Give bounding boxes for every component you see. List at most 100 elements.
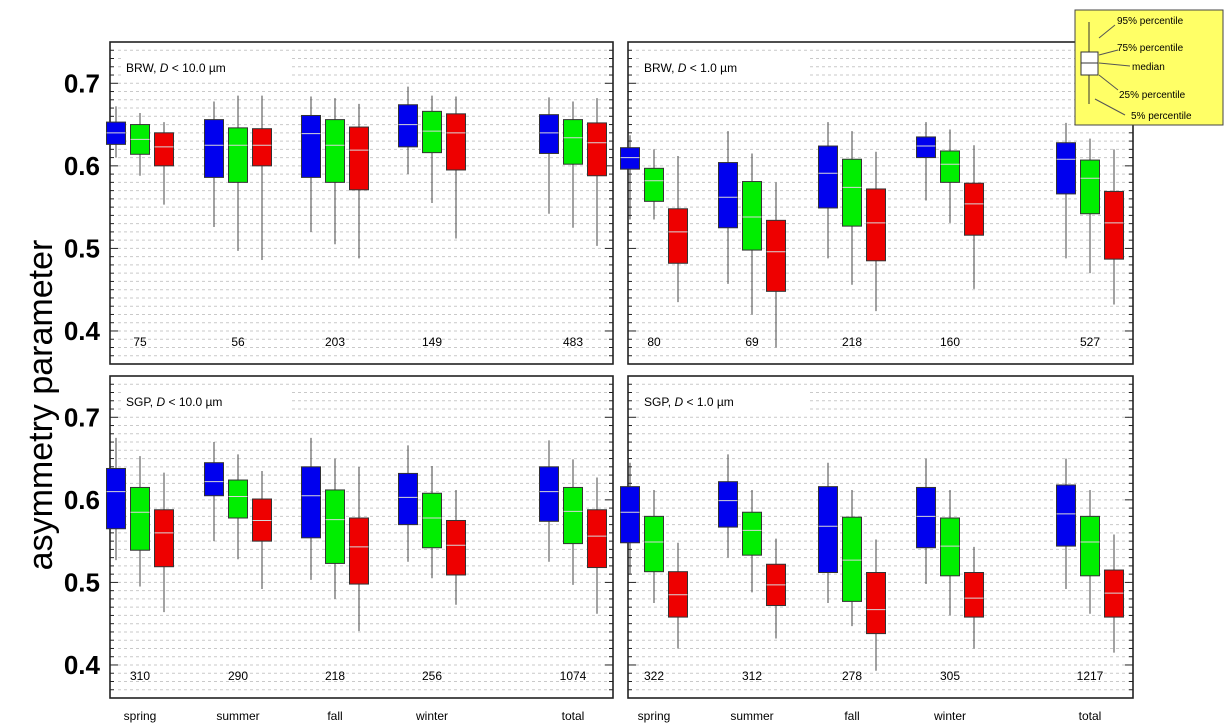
box-body bbox=[587, 122, 607, 177]
box-body bbox=[1056, 484, 1076, 547]
x-tick-label: spring bbox=[124, 709, 157, 723]
box-body bbox=[742, 511, 762, 556]
y-tick-label: 0.4 bbox=[64, 316, 101, 346]
box bbox=[1104, 149, 1124, 305]
box-body bbox=[446, 519, 466, 576]
y-tick-labels: 0.4 0.5 0.6 0.7 0.4 0.5 0.6 0.7 bbox=[64, 68, 101, 680]
box bbox=[668, 542, 688, 649]
box bbox=[539, 97, 559, 214]
panel-frame bbox=[627, 41, 1134, 365]
box-body bbox=[818, 486, 838, 574]
box bbox=[668, 155, 688, 303]
box-body bbox=[766, 219, 786, 292]
box bbox=[422, 95, 442, 203]
legend-leader bbox=[1094, 98, 1126, 116]
count-label: 160 bbox=[940, 335, 960, 349]
x-tick-label: summer bbox=[216, 709, 259, 723]
count-label: 69 bbox=[745, 335, 759, 349]
box-body bbox=[818, 145, 838, 209]
count-label: 305 bbox=[940, 669, 960, 683]
box bbox=[1104, 534, 1124, 653]
x-tick-label: winter bbox=[415, 709, 448, 723]
box bbox=[1056, 458, 1076, 590]
box bbox=[228, 95, 248, 251]
box bbox=[620, 135, 640, 220]
panel-frame bbox=[109, 41, 614, 365]
box bbox=[398, 445, 418, 562]
box bbox=[940, 129, 960, 223]
count-label: 312 bbox=[742, 669, 762, 683]
box bbox=[742, 489, 762, 593]
count-label: 322 bbox=[644, 669, 664, 683]
legend: 95% percentile 75% percentile median 25% pe… bbox=[1074, 9, 1224, 126]
x-tick-labels: spring summer fall winter total spring summer f… bbox=[124, 709, 1102, 723]
y-tick-label: 0.7 bbox=[64, 68, 100, 98]
box bbox=[842, 489, 862, 627]
legend-box bbox=[1074, 9, 1224, 126]
y-tick-label: 0.6 bbox=[64, 151, 100, 181]
legend-leader bbox=[1098, 62, 1131, 67]
panel: SGP, D < 10.0 µm 310 290 218 256 1074 bbox=[106, 375, 614, 699]
box-body bbox=[301, 466, 321, 539]
box-body bbox=[130, 486, 150, 551]
x-tick-label: total bbox=[1079, 709, 1102, 723]
panel-label: SGP, D < 10.0 µm bbox=[126, 395, 222, 409]
count-label: 218 bbox=[325, 669, 345, 683]
panel-label-bg bbox=[122, 390, 290, 412]
box-body bbox=[301, 114, 321, 178]
box bbox=[539, 440, 559, 562]
box-body bbox=[563, 486, 583, 545]
box-body bbox=[742, 181, 762, 251]
box-body bbox=[916, 136, 936, 159]
box-body bbox=[106, 467, 126, 530]
box-body bbox=[668, 208, 688, 264]
box-body bbox=[349, 126, 369, 191]
box bbox=[446, 96, 466, 239]
box bbox=[446, 489, 466, 605]
y-tick-label: 0.5 bbox=[64, 567, 100, 597]
box-body bbox=[842, 158, 862, 227]
box bbox=[818, 462, 838, 604]
box bbox=[204, 442, 224, 542]
x-tick-label: summer bbox=[730, 709, 773, 723]
box bbox=[940, 489, 960, 616]
box-body bbox=[204, 119, 224, 178]
box bbox=[818, 122, 838, 259]
box bbox=[563, 101, 583, 228]
legend-label: 95% percentile bbox=[1117, 16, 1184, 27]
box-body bbox=[398, 472, 418, 526]
box bbox=[866, 539, 886, 671]
count-label: 310 bbox=[130, 669, 150, 683]
box-body bbox=[964, 572, 984, 618]
legend-label: 5% percentile bbox=[1131, 111, 1192, 122]
box-body bbox=[563, 119, 583, 165]
box-body bbox=[1080, 159, 1100, 215]
box bbox=[842, 131, 862, 285]
count-label: 80 bbox=[647, 335, 661, 349]
x-tick-label: fall bbox=[327, 709, 342, 723]
panel: SGP, D < 1.0 µm 322 312 278 305 1217 bbox=[620, 375, 1134, 699]
legend-leader bbox=[1098, 24, 1116, 39]
box bbox=[106, 106, 126, 158]
box bbox=[349, 103, 369, 259]
box bbox=[916, 458, 936, 585]
box-body bbox=[349, 517, 369, 585]
panels: BRW, D < 10.0 µm 75 56 203 149 483 BRW, D < 1.… bbox=[106, 41, 1134, 699]
box bbox=[228, 454, 248, 560]
box-body bbox=[644, 515, 664, 573]
box-body bbox=[1080, 515, 1100, 577]
box bbox=[1080, 138, 1100, 274]
count-label: 1074 bbox=[560, 669, 587, 683]
box-body bbox=[539, 114, 559, 154]
count-label: 56 bbox=[231, 335, 245, 349]
box-body bbox=[154, 509, 174, 568]
box bbox=[916, 122, 936, 201]
box bbox=[154, 472, 174, 613]
box bbox=[106, 437, 126, 561]
y-tick-label: 0.6 bbox=[64, 485, 100, 515]
box-body bbox=[866, 572, 886, 635]
box bbox=[130, 456, 150, 587]
box bbox=[587, 477, 607, 614]
panel-label-bg bbox=[640, 56, 808, 78]
